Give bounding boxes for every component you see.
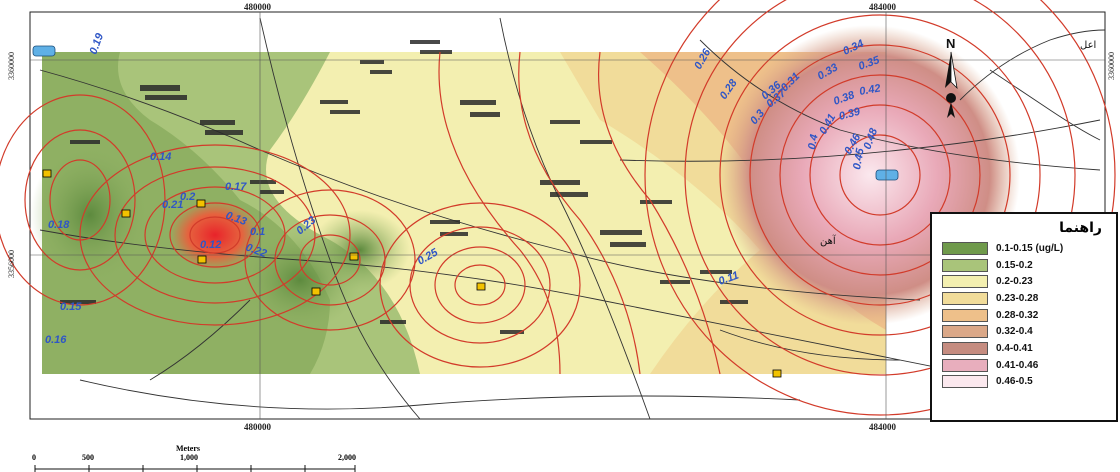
coord-left-bottom: 3356000 (7, 250, 16, 278)
contour-value-label: 0.39 (838, 106, 863, 123)
contour-value-label: 0.14 (150, 151, 171, 163)
contour-lines (0, 0, 1116, 416)
legend-label: 0.32-0.4 (996, 326, 1033, 338)
legend-title: راهنما (1059, 220, 1102, 236)
legend-label: 0.15-0.2 (996, 259, 1033, 271)
legend-swatch (942, 275, 988, 289)
legend-items: 0.1-0.15 (ug/L) 0.15-0.2 0.2-0.23 0.23-0.28… (932, 240, 1116, 390)
station-markers (32, 45, 899, 378)
coord-right-top: 3360000 (1107, 52, 1116, 80)
scale-bar-graphic (34, 465, 356, 472)
coord-bottom-left: 480000 (244, 422, 272, 432)
legend-item: 0.46-0.5 (942, 374, 1116, 391)
scale-unit: Meters (176, 444, 200, 453)
legend-item: 0.4-0.41 (942, 340, 1116, 357)
legend-item: 0.28-0.32 (942, 307, 1116, 324)
coord-top-right: 484000 (869, 2, 897, 12)
legend-swatch (942, 325, 988, 339)
scale-tick: 1,000 (180, 453, 198, 462)
legend-item: 0.23-0.28 (942, 290, 1116, 307)
contour-value-label: 0.12 (200, 239, 221, 251)
coord-left-top: 3360000 (7, 52, 16, 80)
legend-swatch (942, 258, 988, 272)
scale-bar: Meters 0 500 1,000 2,000 (30, 444, 360, 472)
legend-swatch (942, 358, 988, 372)
north-arrow: N (945, 36, 958, 118)
scale-tick: 2,000 (338, 453, 356, 462)
contour-value-label: 0.15 (60, 301, 82, 313)
legend-label: 0.46-0.5 (996, 376, 1033, 388)
contour-value-label: 0.21 (162, 199, 183, 211)
legend-label: 0.1-0.15 (ug/L) (996, 242, 1064, 254)
place-label: اعل (1080, 40, 1096, 51)
contour-value-label: 0.2 (180, 191, 195, 203)
legend-label: 0.4-0.41 (996, 342, 1033, 354)
building-blocks (60, 40, 748, 334)
legend-swatch (942, 291, 988, 305)
contour-value-label: 0.18 (48, 219, 70, 231)
north-arrow-label: N (946, 36, 955, 51)
coord-top-left: 480000 (244, 2, 272, 12)
scale-tick: 500 (82, 453, 94, 462)
legend-label: 0.28-0.32 (996, 309, 1039, 321)
legend-swatch (942, 241, 988, 255)
legend-label: 0.23-0.28 (996, 292, 1039, 304)
legend-swatch (942, 308, 988, 322)
contour-value-label: 0.1 (250, 226, 265, 238)
contour-value-label: 0.42 (858, 82, 881, 98)
place-label: آهن (820, 234, 837, 247)
legend-item: 0.1-0.15 (ug/L) (942, 240, 1116, 257)
scale-tick: 0 (32, 453, 36, 462)
legend-item: 0.32-0.4 (942, 323, 1116, 340)
legend-item: 0.41-0.46 (942, 357, 1116, 374)
legend-label: 0.2-0.23 (996, 276, 1033, 288)
contour-value-label: 0.4 (806, 133, 820, 150)
legend-swatch (942, 341, 988, 355)
legend-swatch (942, 375, 988, 389)
map-legend: راهنما 0.1-0.15 (ug/L) 0.15-0.2 0.2-0.23 0.… (930, 212, 1118, 422)
legend-label: 0.41-0.46 (996, 359, 1039, 371)
road-network (39, 17, 1106, 420)
contour-value-label: 0.17 (225, 181, 247, 193)
contour-value-label: 0.45 (851, 146, 867, 170)
coord-bottom-right: 484000 (869, 422, 897, 432)
contour-value-label: 0.16 (45, 334, 67, 346)
legend-item: 0.2-0.23 (942, 273, 1116, 290)
coordinate-grid (30, 12, 1105, 419)
legend-item: 0.15-0.2 (942, 257, 1116, 274)
